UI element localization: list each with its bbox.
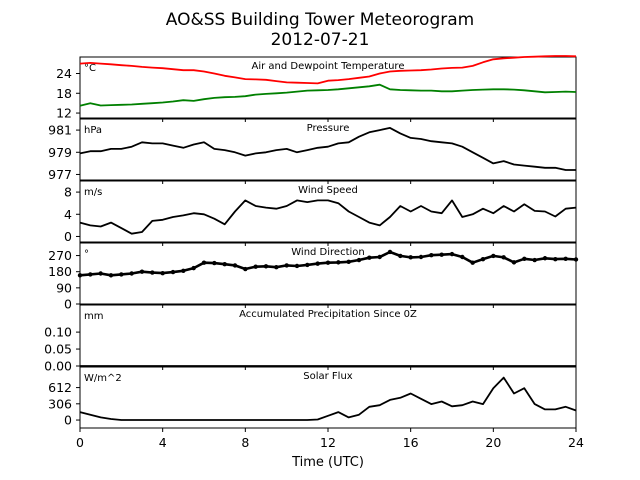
series-line-temperature-1 (79, 83, 577, 107)
ytick-label: 0.00 (44, 359, 72, 374)
series-line-solar-flux-0 (79, 376, 577, 421)
panel-title-pressure: Pressure (307, 123, 350, 134)
ytick-label: 24 (56, 66, 72, 81)
x-axis-label: Time (UTC) (291, 455, 364, 470)
ytick-label: 270 (48, 248, 72, 263)
ytick-label: 981 (48, 123, 72, 138)
unit-label-wind-speed: m/s (84, 187, 102, 198)
ytick-label: 90 (56, 280, 72, 295)
panel-title-wind-speed: Wind Speed (298, 185, 358, 196)
ytick-label: 612 (48, 380, 72, 395)
unit-label-wind-direction: ° (84, 249, 89, 260)
xtick-label: 4 (159, 435, 167, 450)
panels-group: Air and Dewpoint Temperature °C 12 18 24 Pres… (44, 55, 584, 470)
xtick-label: 20 (485, 435, 501, 450)
xtick-label: 24 (568, 435, 584, 450)
figure-date: 2012-07-21 (271, 30, 370, 50)
series-line-wind-speed-0 (79, 199, 577, 235)
xtick-label: 12 (320, 435, 336, 450)
panel-temperature: Air and Dewpoint Temperature °C 12 18 24 (56, 55, 577, 122)
figure-title: AO&SS Building Tower Meteorogram (166, 10, 474, 30)
panel-precipitation: Accumulated Precipitation Since 0Z mm 0.00… (44, 304, 577, 374)
panel-title-wind-direction: Wind Direction (291, 247, 365, 258)
xtick-label: 8 (241, 435, 249, 450)
unit-label-precipitation: mm (84, 311, 103, 322)
series-wind-direction (77, 249, 579, 278)
series-line-wind-direction (79, 250, 577, 277)
ytick-label: 0 (64, 229, 72, 244)
ytick-label: 977 (48, 167, 72, 182)
xtick-label: 16 (403, 435, 419, 450)
unit-label-solar-flux: W/m^2 (84, 373, 122, 384)
ytick-label: 18 (56, 86, 72, 101)
ytick-label: 4 (64, 207, 72, 222)
panel-title-temperature: Air and Dewpoint Temperature (252, 61, 405, 72)
panel-title-precipitation: Accumulated Precipitation Since 0Z (239, 309, 417, 320)
ytick-label: 12 (56, 106, 72, 121)
xtick-label: 0 (76, 435, 84, 450)
ytick-label: 306 (48, 396, 72, 411)
unit-label-pressure: hPa (84, 125, 102, 136)
ytick-label: 0.05 (44, 342, 72, 357)
ytick-label: 979 (48, 145, 72, 160)
ytick-label: 0 (64, 413, 72, 428)
ytick-label: 180 (48, 264, 72, 279)
series-line-pressure-0 (79, 127, 576, 171)
ytick-label: 0 (64, 297, 72, 312)
series-line-temperature-0 (79, 55, 577, 85)
unit-label-temperature: °C (84, 63, 96, 74)
panel-pressure: Pressure hPa 977 979 981 (48, 118, 577, 184)
ytick-label: 0.10 (44, 325, 72, 340)
panel-wind-speed: Wind Speed m/s 0 4 8 (64, 180, 577, 246)
panel-title-solar-flux: Solar Flux (303, 371, 353, 382)
ytick-label: 8 (64, 185, 72, 200)
